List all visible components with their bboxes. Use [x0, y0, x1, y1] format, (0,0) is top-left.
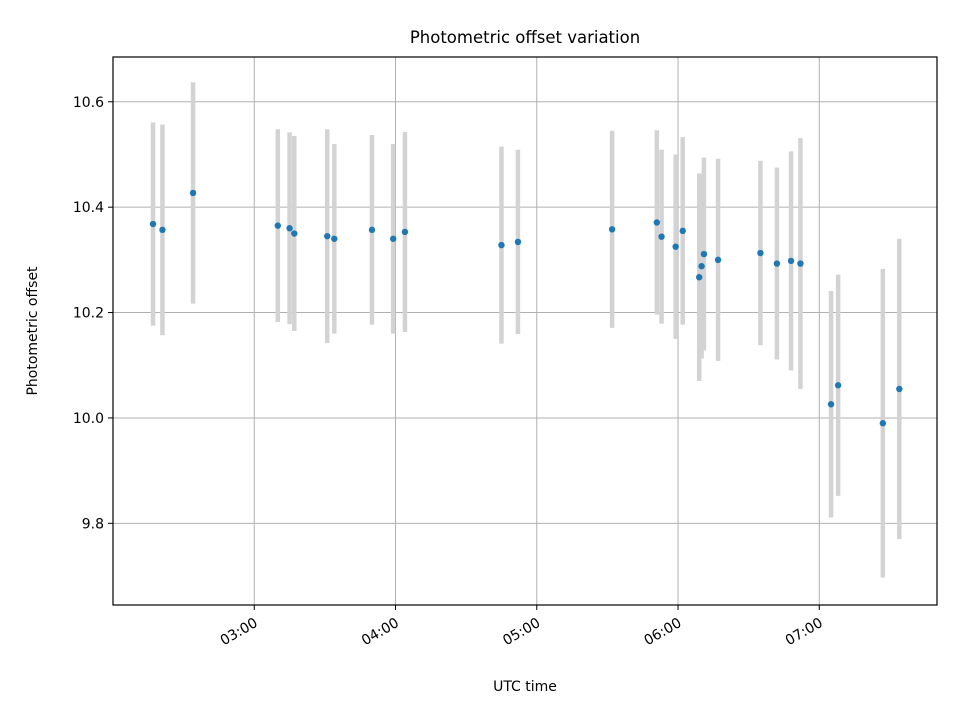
data-point [149, 220, 157, 228]
data-point [658, 233, 665, 240]
data-point [827, 401, 835, 408]
plot-area-frame [112, 56, 938, 606]
data-point [834, 382, 842, 389]
data-point [698, 262, 705, 270]
data-point [879, 420, 887, 427]
data-point [389, 235, 397, 242]
y-axis-label: Photometric offset [25, 266, 41, 396]
data-point [286, 225, 293, 232]
y-tick-label: 10.0 [73, 411, 104, 427]
data-point [291, 230, 298, 237]
data-point [773, 260, 781, 267]
data-point [672, 243, 679, 250]
data-point [653, 219, 661, 226]
data-points [149, 189, 903, 427]
data-point [700, 250, 708, 258]
data-point [401, 228, 409, 236]
data-point [896, 385, 903, 393]
data-point [608, 226, 616, 233]
y-tick-label: 10.4 [73, 200, 104, 216]
data-point [324, 232, 331, 240]
data-point [787, 257, 795, 265]
data-point [189, 189, 197, 197]
data-point [331, 235, 338, 242]
y-tick-label: 9.8 [82, 516, 104, 532]
y-tick-label: 10.2 [73, 306, 104, 322]
data-point [714, 256, 722, 264]
x-axis-label: UTC time [493, 679, 557, 695]
y-axis-ticks: 9.8 10.0 10.2 10.4 10.6 [73, 95, 113, 532]
data-point [498, 241, 505, 249]
data-point [159, 226, 166, 234]
data-point [679, 227, 686, 235]
data-point [274, 222, 281, 229]
y-tick-label: 10.6 [73, 95, 104, 111]
chart-title: Photometric offset variation [410, 28, 640, 47]
data-point [368, 226, 376, 234]
data-point [514, 238, 522, 246]
data-point [797, 260, 804, 267]
data-point [696, 274, 703, 281]
data-point [757, 249, 764, 257]
